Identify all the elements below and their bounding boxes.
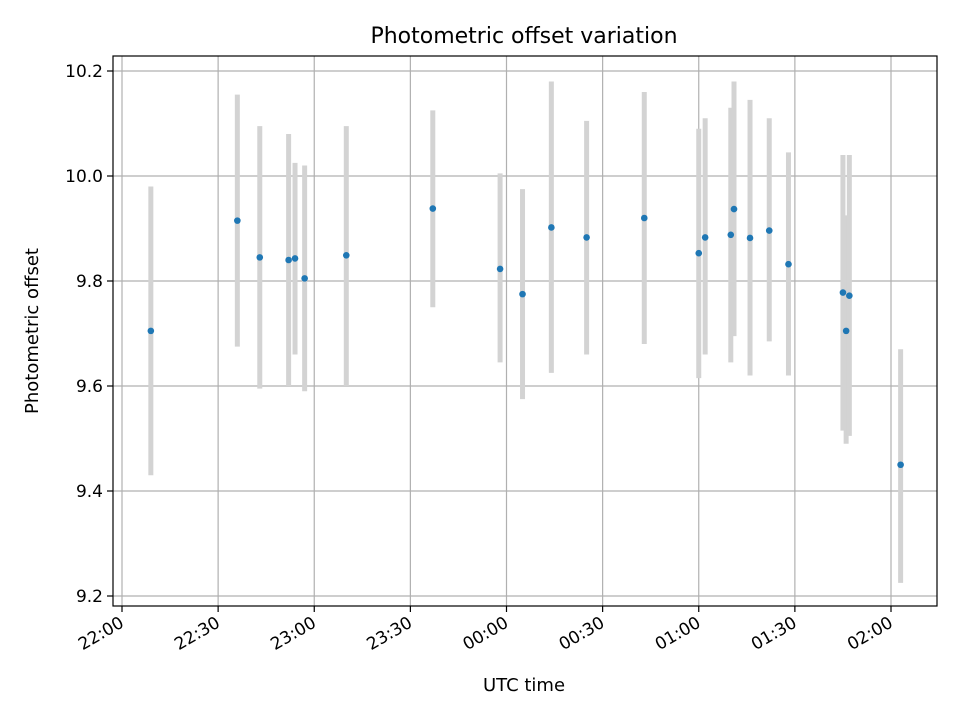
y-axis-title: Photometric offset [22,248,43,414]
data-point [429,205,437,212]
data-point [256,254,264,261]
y-tick-label: 10.2 [65,62,103,82]
x-axis-title: UTC time [483,675,565,696]
data-point [897,461,904,469]
y-tick-label: 9.8 [76,272,103,292]
data-point [746,234,754,242]
data-point [765,227,773,234]
y-tick-label: 10.0 [65,167,103,187]
data-point [147,327,155,335]
y-tick-label: 9.6 [76,377,103,397]
y-tick-label: 9.2 [76,587,103,607]
data-point [839,289,847,296]
data-points [147,205,904,469]
y-axis-ticks: 9.2 9.4 9.6 9.8 10.0 10.2 [65,62,113,607]
data-point [640,214,648,222]
data-point [234,217,241,224]
plot-frame [112,55,938,607]
data-point [342,251,350,259]
data-point [842,327,850,335]
data-point [291,255,299,262]
data-point [301,275,308,282]
data-point [548,224,555,231]
data-point [519,290,526,298]
data-point [285,256,292,264]
data-point [496,265,504,273]
data-point [583,234,590,241]
data-point [785,260,792,268]
y-tick-label: 9.4 [76,482,103,502]
data-point [727,231,735,239]
data-point [846,292,853,300]
data-point [701,234,709,241]
data-point [695,249,703,257]
data-point [730,205,738,213]
chart-title: Photometric offset variation [370,24,677,49]
